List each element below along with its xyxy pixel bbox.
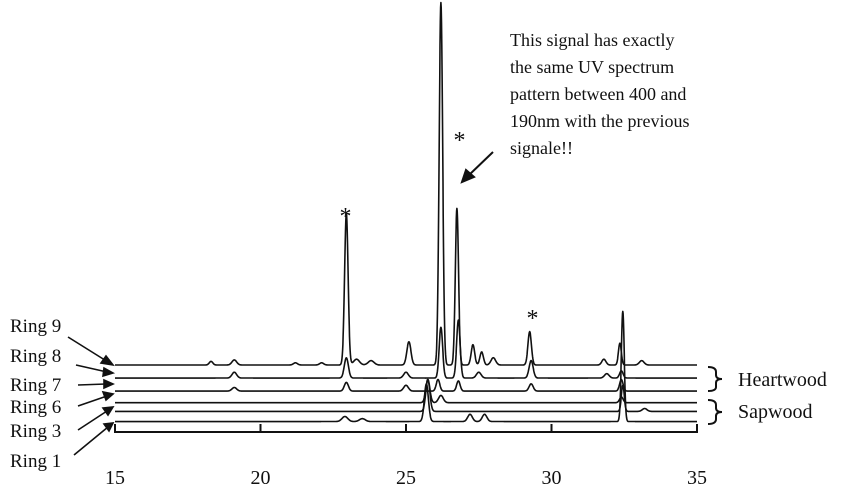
x-axis: 15 20 25 30 35 <box>105 424 707 489</box>
ring-label-ring-9: Ring 9 <box>10 316 61 337</box>
ring-label-ring-3: Ring 3 <box>10 421 61 442</box>
ring-label-ring-7: Ring 7 <box>10 375 61 396</box>
annotation-line: pattern between 400 and <box>510 84 686 104</box>
heartwood-label: Heartwood <box>738 369 827 391</box>
ring-label-ring-6: Ring 6 <box>10 397 61 418</box>
heartwood-bracket <box>707 366 723 392</box>
trace-ring-3 <box>114 378 698 413</box>
annotation-line: 190nm with the previous <box>510 111 689 131</box>
ring-3-arrow <box>77 406 115 431</box>
peak-marker-star: * <box>340 204 352 230</box>
ring-label-arrows <box>67 336 116 456</box>
peak-marker-star: * <box>527 306 539 332</box>
ring-label-ring-8: Ring 8 <box>10 346 61 367</box>
ring-label-ring-1: Ring 1 <box>10 451 61 472</box>
trace-ring-1 <box>114 310 698 423</box>
trace-ring-8 <box>114 319 698 379</box>
x-tick-label: 30 <box>542 467 562 489</box>
ring-9-arrow <box>67 336 115 367</box>
trace-ring-7 <box>114 378 698 392</box>
ring-1-arrow <box>73 422 115 456</box>
sapwood-bracket <box>707 399 723 425</box>
annotation-line: signale!! <box>510 138 573 158</box>
annotation-line: the same UV spectrum <box>510 57 674 77</box>
ring-8-arrow <box>75 364 116 378</box>
sapwood-label: Sapwood <box>738 401 812 423</box>
peak-markers: * * * <box>340 128 539 332</box>
ring-labels: Ring 9 Ring 8 Ring 7 Ring 6 Ring 3 Ring … <box>10 316 61 472</box>
x-tick-label: 20 <box>251 467 271 489</box>
x-tick-label: 15 <box>105 467 125 489</box>
peak-marker-star: * <box>454 128 466 154</box>
annotation-line: This signal has exactly <box>510 30 674 50</box>
trace-ring-9 <box>114 1 698 366</box>
trace-ring-6 <box>114 378 698 404</box>
trace-layer <box>114 1 698 423</box>
annotation-note: This signal has exactly the same UV spec… <box>510 30 689 158</box>
x-tick-label: 35 <box>687 467 707 489</box>
annotation-arrow <box>460 151 494 184</box>
ring-6-arrow <box>77 390 115 407</box>
group-brackets <box>707 366 723 425</box>
ring-7-arrow <box>77 378 115 390</box>
x-tick-label: 25 <box>396 467 416 489</box>
